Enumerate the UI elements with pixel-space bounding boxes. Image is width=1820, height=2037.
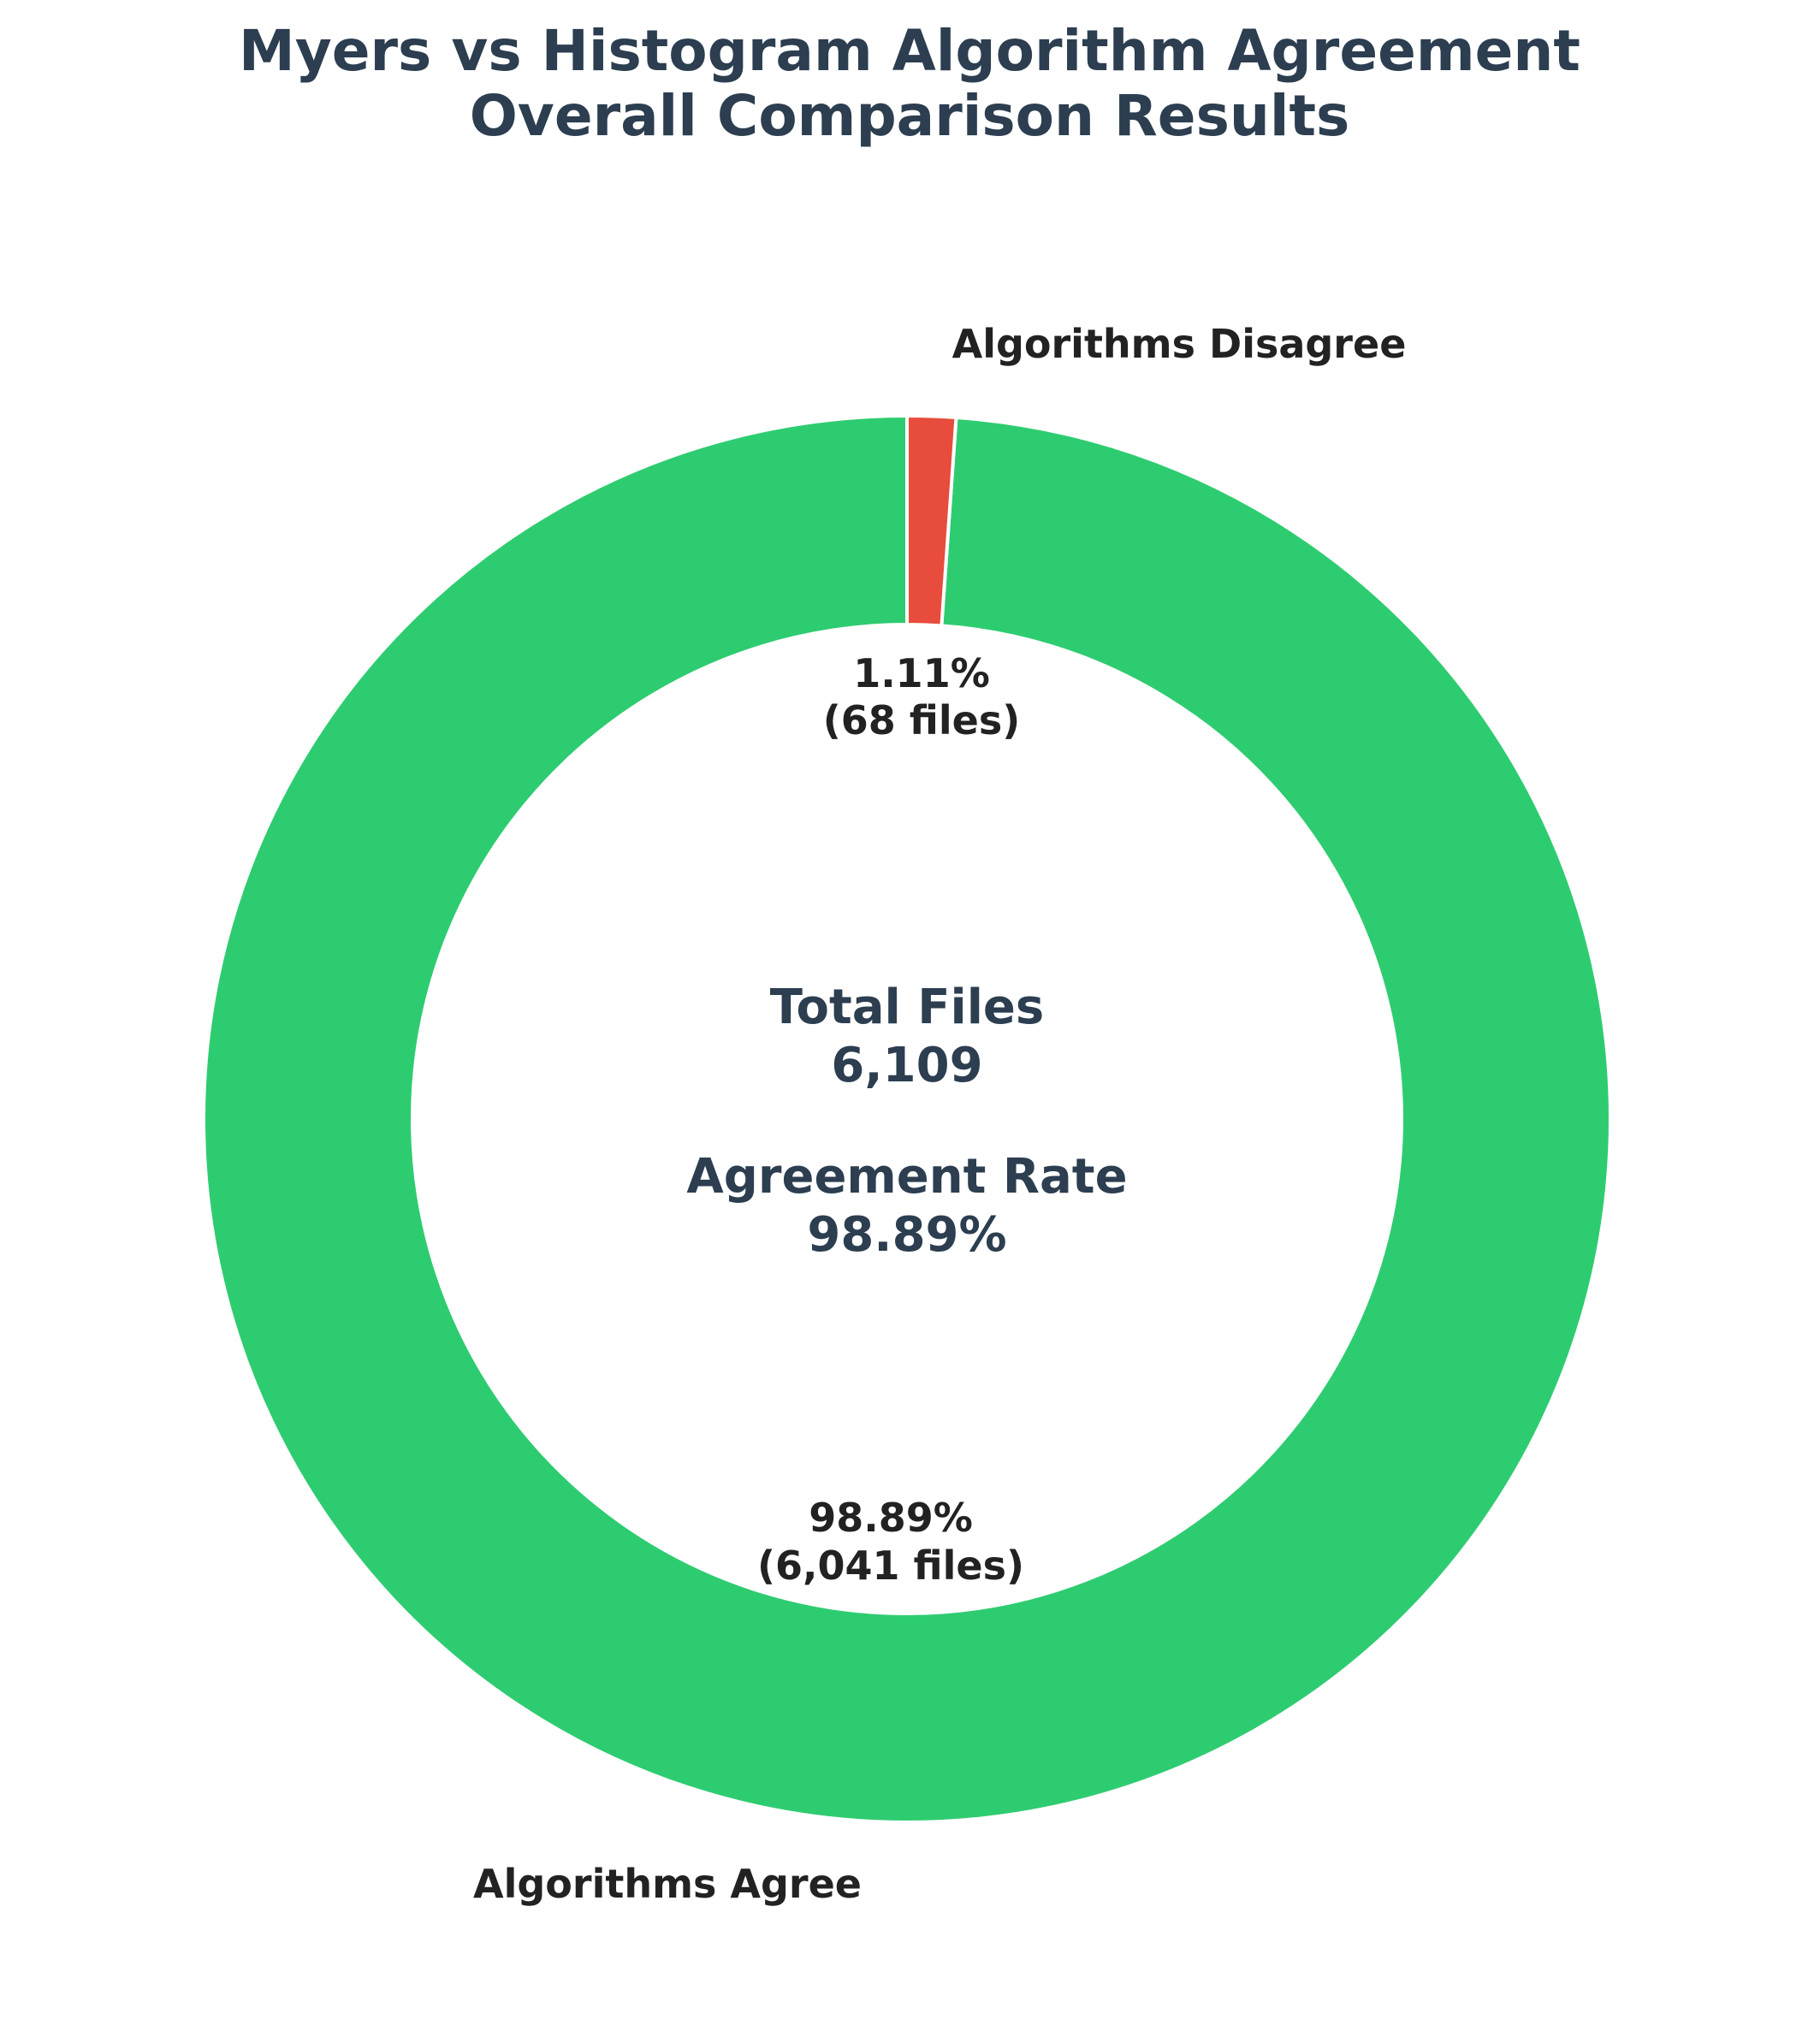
- donut-slice-algorithms-disagree: [905, 414, 958, 628]
- chart-title-line-1: Myers vs Histogram Algorithm Agreement: [239, 18, 1580, 84]
- count-label-agree: (6,041 files): [757, 1543, 1024, 1589]
- center-summary: Total Files 6,109 Agreement Rate 98.89%: [686, 980, 1127, 1263]
- center-rate-value: 98.89%: [807, 1207, 1006, 1263]
- slice-label-agree: Algorithms Agree: [473, 1861, 862, 1907]
- center-rate-label: Agreement Rate: [686, 1149, 1127, 1205]
- pct-label-disagree: 1.11%: [853, 650, 990, 696]
- chart-title: Myers vs Histogram Algorithm Agreement O…: [239, 18, 1580, 149]
- slice-label-disagree: Algorithms Disagree: [952, 321, 1407, 367]
- donut-slices: [202, 414, 1612, 1824]
- center-total-label: Total Files: [770, 980, 1044, 1035]
- center-total-value: 6,109: [831, 1038, 982, 1093]
- pct-label-agree: 98.89%: [809, 1495, 973, 1541]
- donut-slice-algorithms-agree: [202, 414, 1612, 1824]
- chart-title-line-2: Overall Comparison Results: [470, 83, 1350, 149]
- count-label-disagree: (68 files): [823, 697, 1021, 743]
